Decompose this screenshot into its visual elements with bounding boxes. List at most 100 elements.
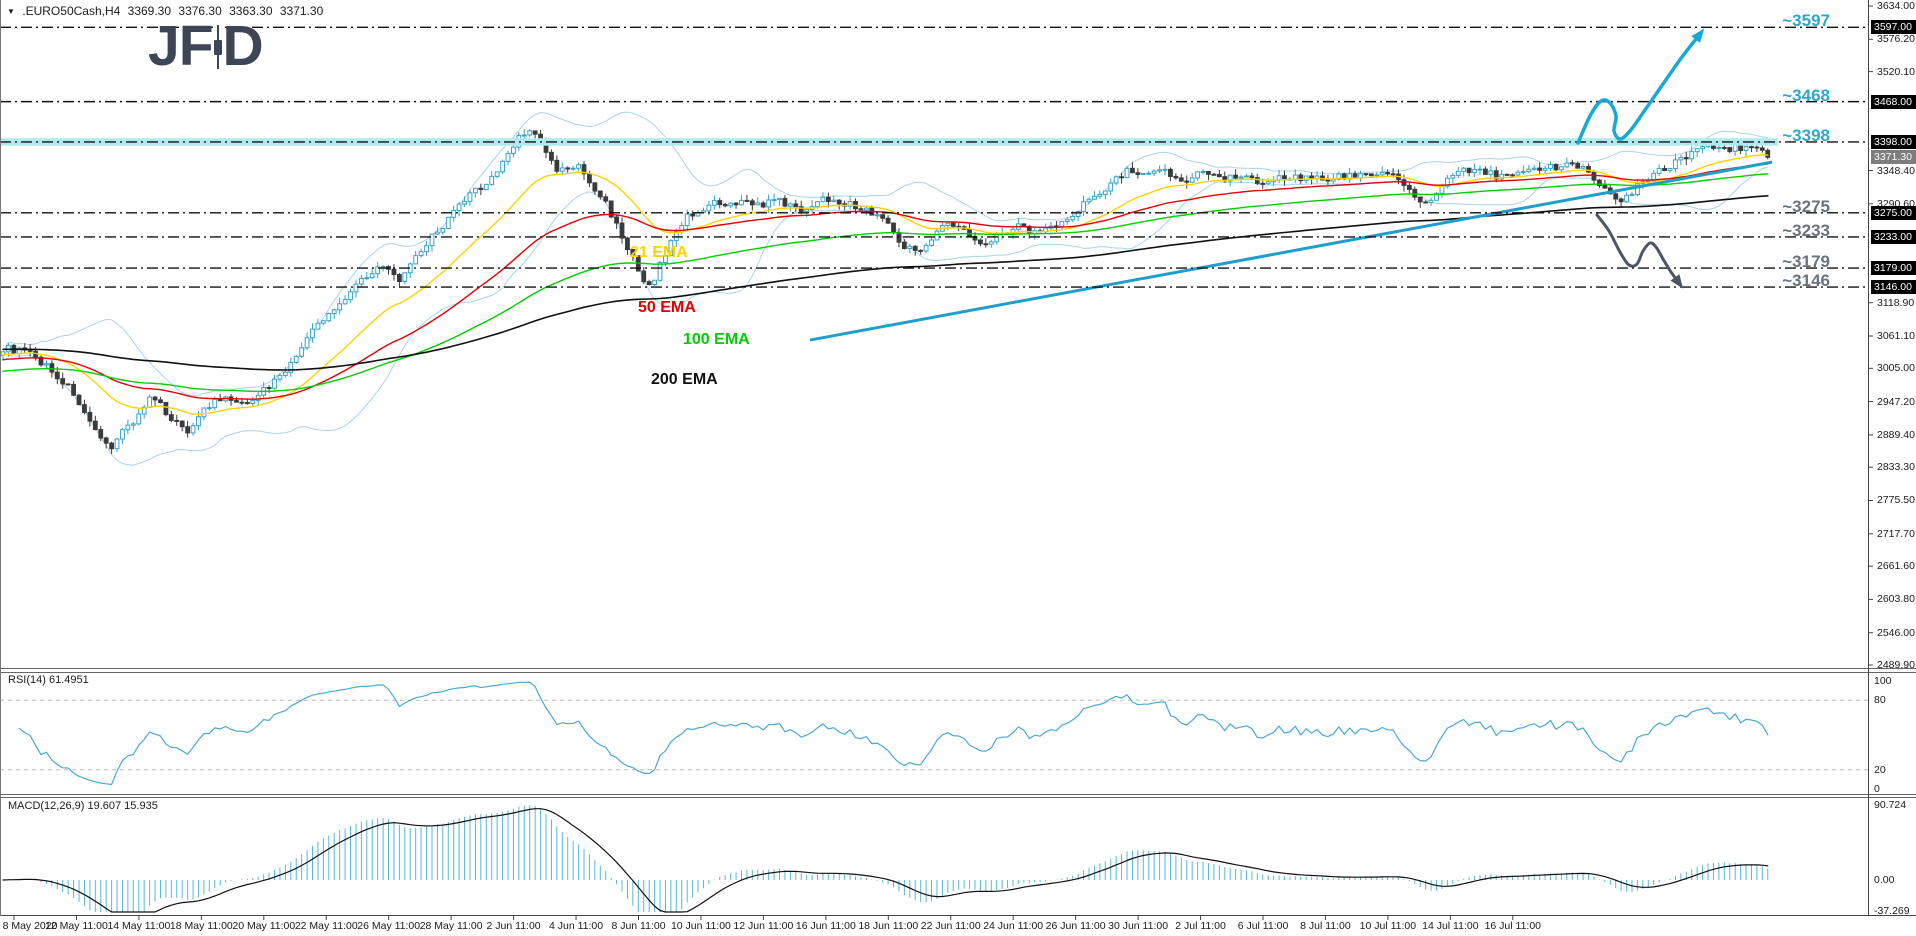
- candle-body: [1097, 193, 1103, 197]
- candle-body: [462, 200, 467, 205]
- candle-body: [489, 175, 495, 185]
- candle-body: [342, 299, 348, 305]
- candle-body: [391, 268, 397, 276]
- ema-lines: [2, 154, 1769, 415]
- candle-body: [1168, 168, 1173, 177]
- candle-body: [749, 200, 755, 206]
- candle-body: [44, 363, 49, 366]
- candle-body: [901, 241, 907, 249]
- candle-body: [1667, 167, 1673, 172]
- candle-body: [603, 196, 609, 202]
- candle-body: [136, 413, 142, 425]
- ema-100-label: 100 EMA: [683, 331, 750, 348]
- candle-body: [1249, 175, 1255, 179]
- candle-body: [1151, 170, 1157, 174]
- candle-body: [158, 399, 163, 403]
- ohlc-open: 3369.30: [127, 4, 172, 18]
- candle-body: [950, 222, 956, 227]
- ema-21-label: 21 EMA: [630, 244, 688, 261]
- candle-body: [413, 255, 419, 265]
- time-tick-label: 28 May 11:00: [419, 920, 483, 932]
- candle-body: [874, 214, 880, 217]
- candle-body: [272, 378, 277, 389]
- time-tick-label: 4 Jun 11:00: [548, 920, 604, 932]
- price-tick: 2489.90: [1877, 659, 1915, 671]
- ema-50-label: 50 EMA: [638, 299, 696, 316]
- candle-body: [1597, 179, 1602, 186]
- candle-body: [1379, 171, 1385, 176]
- time-tick-label: 8 May 2020: [2, 920, 58, 932]
- support-trendline[interactable]: [809, 160, 1773, 342]
- macd-signal-line: [2, 808, 1769, 913]
- candle-body: [152, 396, 158, 401]
- candle-body: [1265, 181, 1271, 185]
- candle-body: [1482, 168, 1488, 175]
- candle-body: [608, 200, 614, 218]
- candle-body: [185, 426, 191, 434]
- candle-body: [478, 187, 484, 190]
- candle-body: [1510, 174, 1515, 177]
- rsi-indicator-label: RSI(14) 61.4951: [8, 674, 89, 686]
- candle-body: [1488, 170, 1494, 175]
- candle-body: [1673, 159, 1678, 169]
- candle-body: [1216, 173, 1222, 178]
- candle-body: [1499, 173, 1505, 180]
- projection-down-arrow[interactable]: [1595, 213, 1684, 289]
- candle-body: [1635, 183, 1640, 195]
- candle-body: [1444, 177, 1450, 187]
- candle-body: [1178, 177, 1184, 182]
- candle-body: [798, 206, 804, 212]
- candle-body: [1531, 167, 1537, 170]
- candle-body: [1075, 211, 1081, 217]
- price-tick: 3005.00: [1877, 362, 1915, 375]
- candle-body: [1102, 190, 1108, 195]
- candle-body: [1678, 157, 1684, 161]
- candles: [0, 129, 1771, 454]
- candle-body: [777, 197, 782, 201]
- candle-body: [652, 279, 658, 286]
- candle-body: [782, 197, 788, 207]
- candle-body: [1211, 173, 1217, 176]
- symbol-header[interactable]: ▼ .EURO50Cash,H4 3369.30 3376.30 3363.30…: [7, 4, 327, 18]
- projection-up-arrow[interactable]: [1576, 28, 1705, 145]
- candle-body: [71, 383, 76, 396]
- projection-down-arrow-path: [1595, 213, 1681, 285]
- candle-body: [320, 320, 326, 324]
- rsi-tick: 100: [1874, 675, 1892, 687]
- candle-body: [912, 245, 918, 251]
- time-tick-label: 24 Jun 11:00: [983, 920, 1044, 932]
- candle-body: [1591, 171, 1597, 181]
- candle-body: [369, 273, 375, 279]
- candle-body: [760, 202, 766, 208]
- candle-body: [1064, 219, 1070, 223]
- time-tick-label: 2 Jul 11:00: [1175, 920, 1226, 932]
- candle-body: [711, 200, 717, 206]
- candle-body: [1108, 182, 1114, 192]
- candle-body: [554, 159, 560, 172]
- candle-body: [1743, 146, 1749, 152]
- ema-21-line: [2, 154, 1769, 415]
- candle-body: [1374, 174, 1380, 177]
- symbol-dropdown-icon[interactable]: ▼: [7, 7, 15, 16]
- candle-body: [690, 213, 696, 217]
- candle-body: [804, 208, 810, 212]
- candle-body: [1721, 146, 1727, 149]
- candle-body: [201, 407, 207, 418]
- candle-body: [1553, 163, 1559, 171]
- candle-body: [771, 199, 777, 202]
- candle-body: [163, 401, 169, 416]
- candle-body: [1662, 167, 1667, 172]
- candle-body: [1629, 193, 1635, 196]
- candle-body: [1146, 172, 1152, 175]
- candle-body: [820, 196, 826, 203]
- level-label-3468: ~3468: [1782, 85, 1830, 105]
- price-tick: 2603.80: [1877, 593, 1915, 606]
- time-tick-label: 14 Jul 11:00: [1422, 920, 1479, 932]
- candle-body: [190, 425, 196, 434]
- price-level-tick: 3398.00: [1871, 134, 1916, 149]
- price-tick: 3061.10: [1877, 329, 1915, 342]
- logo-text-right: D: [222, 14, 264, 78]
- candle-body: [375, 266, 381, 275]
- time-tick-label: 8 Jun 11:00: [611, 920, 666, 932]
